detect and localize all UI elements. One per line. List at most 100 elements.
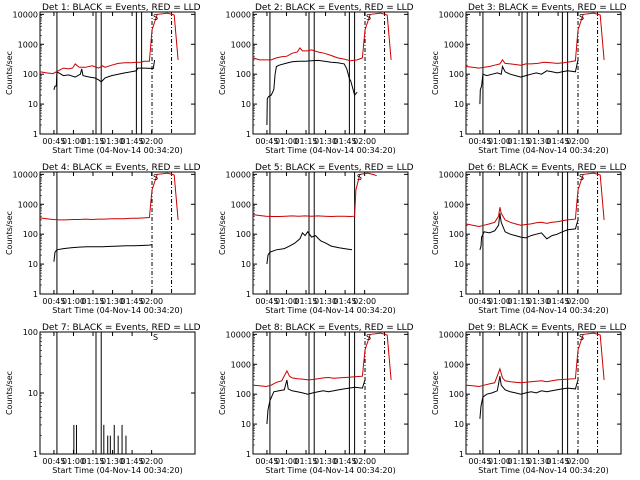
x-tick-label: 01:15 — [81, 137, 104, 146]
y-tick-label: 1 — [33, 450, 38, 459]
x-tick-label: 01:45 — [547, 137, 570, 146]
y-tick-label: 1000 — [18, 40, 38, 49]
y-tick-label: 10000 — [13, 170, 38, 179]
events-series-line — [479, 213, 579, 250]
x-tick-label: 01:30 — [101, 457, 124, 466]
y-tick-label: 100 — [236, 390, 251, 399]
x-tick-label: 01:30 — [101, 137, 124, 146]
y-tick-label: 100 — [23, 70, 38, 79]
detector-panel-8: Det 8: BLACK = Events, RED = LLD 1 10 100 10… — [218, 323, 414, 475]
events-series-line — [266, 230, 353, 265]
y-tick-label: 1000 — [231, 40, 251, 49]
lld-series-line — [39, 172, 179, 221]
x-tick-label: 01:30 — [527, 457, 550, 466]
x-tick-label: 01:15 — [507, 297, 530, 306]
detector-panel-4: Det 4: BLACK = Events, RED = LLD 1 10 100 10… — [5, 163, 201, 315]
plot-frame — [39, 171, 196, 295]
detector-panel-6: Det 6: BLACK = Events, RED = LLD 1 10 100 10… — [431, 163, 627, 315]
y-tick-label: 100 — [449, 230, 464, 239]
x-tick-label: 00:45 — [255, 457, 278, 466]
y-tick-label: 10 — [454, 260, 464, 269]
x-axis-label: Start Time (04-Nov-14 00:34:20) — [52, 306, 182, 315]
x-tick-label: 00:45 — [468, 137, 491, 146]
y-tick-label: 10000 — [439, 10, 464, 19]
plot-frame — [252, 11, 409, 135]
lld-series-line — [39, 12, 179, 75]
y-tick-label: 100 — [449, 390, 464, 399]
saa-marker: S — [357, 173, 362, 182]
saa-marker: S — [366, 13, 371, 22]
plot-frame — [252, 171, 409, 295]
x-tick-label: 01:15 — [507, 137, 530, 146]
plot-frame — [465, 331, 622, 455]
x-tick-label: 00:45 — [255, 297, 278, 306]
x-tick-label: 02:00 — [353, 457, 376, 466]
x-tick-label: 01:30 — [314, 297, 337, 306]
x-axis-label: Start Time (04-Nov-14 00:34:20) — [265, 146, 395, 155]
y-axis-label: Counts/sec — [5, 211, 14, 255]
y-tick-label: 1 — [246, 290, 251, 299]
x-tick-label: 02:00 — [353, 297, 376, 306]
y-axis-label: Counts/sec — [431, 211, 440, 255]
y-tick-label: 1 — [459, 450, 464, 459]
y-axis-label: Counts/sec — [431, 371, 440, 415]
events-series-line — [53, 59, 156, 90]
x-tick-label: 00:45 — [42, 457, 65, 466]
x-tick-label: 01:45 — [121, 137, 144, 146]
saa-marker: S — [579, 13, 584, 22]
y-axis-label: Counts/sec — [218, 371, 227, 415]
y-tick-label: 10000 — [226, 330, 251, 339]
y-tick-label: 10 — [28, 260, 38, 269]
x-tick-label: 01:00 — [488, 297, 511, 306]
saa-marker: S — [579, 333, 584, 342]
x-tick-label: 01:00 — [275, 297, 298, 306]
y-tick-label: 10 — [454, 100, 464, 109]
x-axis-label: Start Time (04-Nov-14 00:34:20) — [52, 146, 182, 155]
x-tick-label: 01:30 — [314, 457, 337, 466]
panel-title: Det 1: BLACK = Events, RED = LLD — [42, 3, 201, 13]
y-axis-label: Counts/sec — [431, 51, 440, 95]
y-axis-label: Counts/sec — [218, 51, 227, 95]
events-series-line — [266, 379, 366, 425]
y-tick-label: 10000 — [13, 10, 38, 19]
y-tick-label: 10000 — [226, 10, 251, 19]
saa-marker: S — [153, 333, 158, 342]
x-tick-label: 01:00 — [62, 457, 85, 466]
y-tick-label: 1000 — [231, 360, 251, 369]
plot-frame — [252, 331, 409, 455]
events-series-line — [479, 376, 579, 419]
panel-title: Det 6: BLACK = Events, RED = LLD — [468, 163, 627, 173]
x-tick-label: 00:45 — [468, 457, 491, 466]
saa-marker: S — [153, 173, 158, 182]
panel-title: Det 5: BLACK = Events, RED = LLD — [255, 163, 414, 173]
x-tick-label: 01:15 — [294, 457, 317, 466]
x-tick-label: 01:30 — [101, 297, 124, 306]
x-tick-label: 02:00 — [140, 297, 163, 306]
events-series-line — [53, 244, 153, 262]
y-tick-label: 100 — [23, 328, 38, 337]
x-tick-label: 00:45 — [255, 137, 278, 146]
lld-series-line — [465, 172, 605, 228]
plot-frame — [39, 331, 196, 455]
y-tick-label: 10 — [241, 100, 251, 109]
x-tick-label: 01:00 — [62, 297, 85, 306]
x-tick-label: 01:30 — [527, 297, 550, 306]
x-tick-label: 01:45 — [547, 457, 570, 466]
x-tick-label: 00:45 — [468, 297, 491, 306]
y-axis-label: Counts/sec — [5, 51, 14, 95]
x-axis-label: Start Time (04-Nov-14 00:34:20) — [478, 146, 608, 155]
plot-frame — [39, 11, 196, 135]
plot-frame — [465, 11, 622, 135]
lld-series-line — [252, 12, 392, 62]
y-tick-label: 10 — [28, 389, 38, 398]
x-tick-label: 01:15 — [294, 137, 317, 146]
x-tick-label: 01:00 — [488, 137, 511, 146]
x-tick-label: 01:15 — [81, 297, 104, 306]
y-tick-label: 10000 — [439, 170, 464, 179]
y-tick-label: 100 — [23, 230, 38, 239]
y-tick-label: 10 — [28, 100, 38, 109]
y-tick-label: 1000 — [444, 40, 464, 49]
x-axis-label: Start Time (04-Nov-14 00:34:20) — [265, 306, 395, 315]
x-tick-label: 01:15 — [81, 457, 104, 466]
detector-panel-9: Det 9: BLACK = Events, RED = LLD 1 10 100 10… — [431, 323, 627, 475]
